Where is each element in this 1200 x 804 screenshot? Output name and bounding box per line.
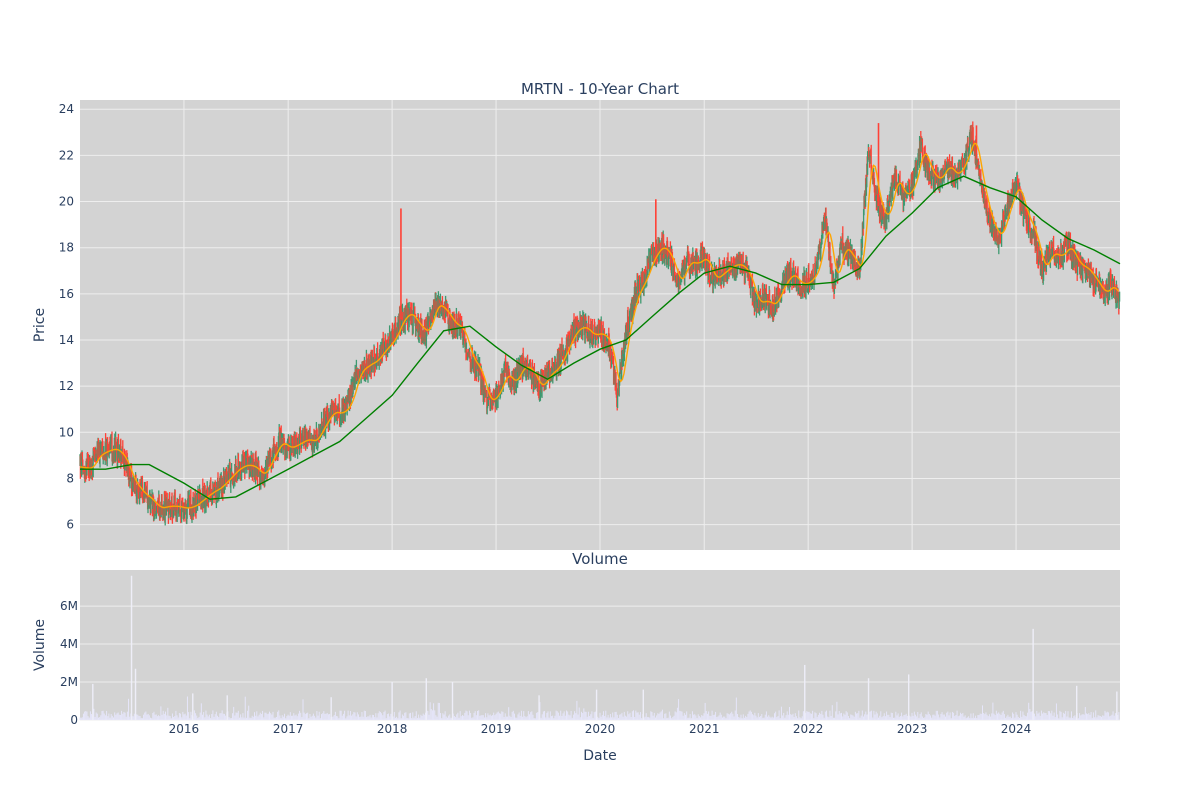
price-y-tick-label: 14 — [59, 333, 74, 347]
long-moving-average-line — [80, 175, 1121, 500]
volume-plot-area — [80, 570, 1120, 720]
price-y-tick-label: 18 — [59, 241, 74, 255]
date-x-tick-label: 2016 — [169, 722, 200, 736]
price-y-tick-label: 22 — [59, 148, 74, 162]
volume-y-tick-label: 2M — [60, 675, 78, 689]
price-chart-title: MRTN - 10-Year Chart — [521, 80, 679, 98]
short-moving-average-line — [79, 142, 1119, 509]
date-x-tick-label: 2020 — [585, 722, 616, 736]
volume-y-tick-label: 6M — [60, 599, 78, 613]
price-y-tick-label: 10 — [59, 425, 74, 439]
date-x-tick-label: 2017 — [273, 722, 304, 736]
volume-y-axis-label: Volume — [32, 619, 48, 671]
date-x-tick-label: 2021 — [689, 722, 720, 736]
date-x-tick-label: 2024 — [1001, 722, 1032, 736]
price-y-tick-label: 20 — [59, 195, 74, 209]
x-axis-label: Date — [583, 748, 616, 764]
price-y-axis-label: Price — [32, 308, 48, 342]
date-x-tick-label: 2018 — [377, 722, 408, 736]
volume-chart-title: Volume — [572, 550, 628, 568]
price-y-tick-label: 16 — [59, 287, 74, 301]
date-x-tick-label: 2022 — [793, 722, 824, 736]
price-y-tick-label: 6 — [66, 518, 74, 532]
volume-y-ticks: 0 2M 4M 6M — [60, 599, 78, 727]
volume-bar-series — [79, 575, 1120, 720]
price-y-tick-label: 24 — [59, 102, 74, 116]
price-y-tick-label: 12 — [59, 379, 74, 393]
date-x-tick-label: 2019 — [481, 722, 512, 736]
price-y-tick-label: 8 — [66, 471, 74, 485]
date-x-tick-label: 2023 — [897, 722, 928, 736]
volume-y-tick-label: 4M — [60, 637, 78, 651]
price-y-ticks: 6 8 10 12 14 16 18 20 22 24 — [59, 102, 74, 531]
date-x-ticks: 2016 2017 2018 2019 2020 2021 2022 2023 2024 — [169, 722, 1032, 736]
volume-y-tick-label: 0 — [70, 713, 78, 727]
